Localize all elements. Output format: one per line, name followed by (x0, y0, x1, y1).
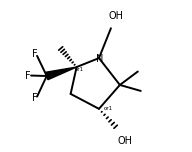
Text: OH: OH (109, 11, 124, 21)
Text: or1: or1 (104, 106, 113, 111)
Text: F: F (25, 71, 30, 81)
Text: N: N (96, 54, 103, 64)
Text: F: F (32, 93, 38, 103)
Text: OH: OH (118, 136, 133, 146)
Polygon shape (46, 67, 77, 80)
Text: or1: or1 (74, 67, 84, 72)
Text: F: F (32, 49, 38, 59)
